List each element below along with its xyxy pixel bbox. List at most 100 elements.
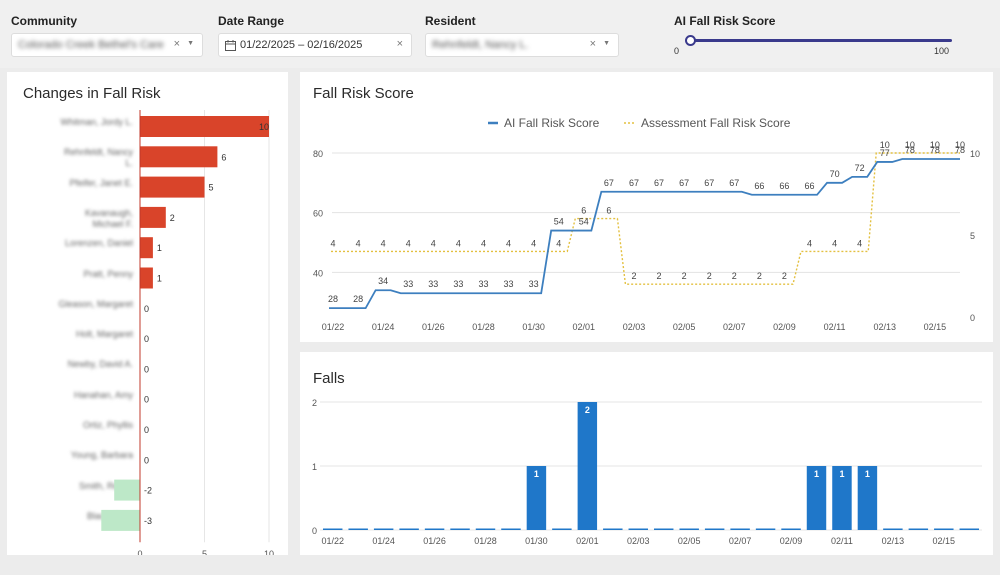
resident-name[interactable]: Hanahan, Amy (73, 389, 133, 400)
falls-bar (424, 528, 445, 530)
ai-value-label: 70 (830, 169, 840, 179)
resident-name[interactable]: Pfeifer, Janet E. (69, 177, 133, 188)
ai-value-label: 33 (478, 279, 488, 289)
clear-icon[interactable]: × (173, 38, 180, 50)
x-tick-label: 0 (137, 549, 142, 555)
ai-value-label: 33 (453, 279, 463, 289)
community-label: Community (11, 14, 77, 28)
x-tick-label: 02/09 (773, 322, 796, 332)
falls-value-label: 2 (585, 405, 590, 415)
falls-bar (755, 528, 776, 530)
chevron-down-icon[interactable]: ▼ (603, 40, 610, 47)
falls-value-label: 1 (534, 469, 539, 479)
chevron-down-icon[interactable]: ▼ (187, 40, 194, 47)
clear-icon[interactable]: × (396, 38, 403, 50)
ai-value-label: 28 (328, 294, 338, 304)
resident-name[interactable]: Pratt, Penny (83, 268, 133, 279)
ai-value-label: 33 (529, 279, 539, 289)
date-range-picker[interactable]: 01/22/2025 – 02/16/2025 × (218, 33, 412, 57)
x-tick-label: 02/13 (873, 322, 896, 332)
change-value-label: 1 (157, 243, 162, 253)
ai-value-label: 66 (779, 181, 789, 191)
assessment-value-label: 2 (682, 271, 687, 281)
falls-bar (730, 528, 750, 530)
change-value-label: 0 (144, 334, 149, 344)
ai-value-label: 72 (855, 163, 865, 173)
change-bar (140, 146, 218, 168)
community-value: Colorado Creek Bethel's Care (18, 39, 164, 51)
resident-name[interactable]: Whitman, Jordy L. (60, 117, 133, 127)
ai-value-label: 78 (930, 145, 940, 155)
resident-name[interactable]: Gleason, Margaret (58, 298, 133, 309)
score-panel: Fall Risk Score 40 60 80 0 5 10 AI Fall Risk S… (300, 72, 993, 342)
resident-name[interactable]: Holt, Margaret (75, 329, 133, 340)
assessment-value-label: 2 (631, 271, 636, 281)
falls-bar (679, 528, 699, 530)
x-tick-label: 02/15 (924, 322, 947, 332)
x-tick-label: 02/03 (623, 322, 646, 332)
score-chart: 40 60 80 0 5 10 AI Fall Risk Score Assessment F… (313, 116, 980, 332)
assessment-value-label: 4 (356, 238, 361, 248)
assessment-value-label: 6 (606, 206, 611, 216)
ai-series-line (329, 158, 960, 310)
falls-bar (857, 466, 878, 530)
assessment-value-label: 4 (481, 238, 486, 248)
y-tick-label: 2 (312, 398, 317, 408)
falls-bar (959, 528, 979, 530)
falls-panel: Falls 0 1 2 1 2 1 1 1 01/22 01/24 01/26 01/28 01/30 0… (300, 352, 993, 555)
x-tick-label: 02/03 (627, 536, 650, 546)
ai-value-label: 66 (805, 181, 815, 191)
date-range-label: Date Range (218, 14, 285, 28)
assessment-value-label: 2 (757, 271, 762, 281)
ai-value-label: 77 (880, 148, 890, 158)
falls-bar (526, 466, 547, 530)
legend-ai-label: AI Fall Risk Score (504, 116, 600, 130)
ai-value-label: 67 (679, 178, 689, 188)
community-select[interactable]: Colorado Creek Bethel's Care × ▼ (11, 33, 203, 57)
ai-value-label: 54 (554, 217, 564, 227)
ai-value-label: 33 (403, 279, 413, 289)
falls-bar (475, 528, 496, 530)
resident-name[interactable]: Young, Barbara (70, 450, 133, 461)
change-bar (114, 479, 140, 501)
x-tick-label: 01/22 (322, 322, 345, 332)
y-tick-label: 0 (312, 526, 317, 536)
change-bar (101, 509, 140, 531)
falls-value-label: 1 (839, 469, 844, 479)
change-value-label: 0 (144, 395, 149, 405)
assessment-value-label: 2 (707, 271, 712, 281)
change-bar (140, 237, 153, 259)
change-value-label: -2 (144, 486, 152, 496)
falls-bar (348, 528, 368, 530)
falls-bar (781, 528, 801, 530)
resident-select[interactable]: Rehnfeldt, Nancy L. × ▼ (425, 33, 619, 57)
legend-assessment-label: Assessment Fall Risk Score (641, 116, 791, 130)
x-tick-label: 02/11 (831, 536, 853, 546)
resident-name[interactable]: Rehnfeldt, Nancy L. (63, 147, 133, 169)
score-slider-thumb[interactable] (685, 35, 696, 46)
resident-name[interactable]: Kavanaugh, Michael F. (84, 207, 133, 229)
resident-name[interactable]: Ortiz, Phyllis (82, 420, 133, 430)
x-tick-label: 01/28 (472, 322, 495, 332)
ai-value-label: 67 (629, 178, 639, 188)
clear-icon[interactable]: × (589, 38, 596, 50)
resident-name[interactable]: Smith, Renita (78, 480, 133, 491)
assessment-series-line (331, 152, 960, 285)
change-value-label: 5 (209, 183, 214, 193)
assessment-value-label: 10 (930, 140, 940, 150)
resident-name[interactable]: Newby, David A. (67, 359, 133, 370)
score-title: Fall Risk Score (313, 85, 414, 102)
assessment-value-label: 2 (657, 271, 662, 281)
falls-bar (832, 466, 852, 530)
filter-bar: Community Colorado Creek Bethel's Care ×… (0, 0, 1000, 68)
score-slider-track[interactable] (690, 39, 952, 42)
falls-bar (552, 528, 572, 530)
change-bar (140, 116, 269, 137)
resident-name[interactable]: Lorenzen, Daniel (64, 238, 133, 249)
assessment-value-label: 4 (330, 238, 335, 248)
x-tick-label: 10 (264, 549, 274, 555)
changes-title: Changes in Fall Risk (23, 85, 161, 102)
ai-value-label: 34 (378, 276, 388, 286)
falls-bar (603, 528, 623, 530)
